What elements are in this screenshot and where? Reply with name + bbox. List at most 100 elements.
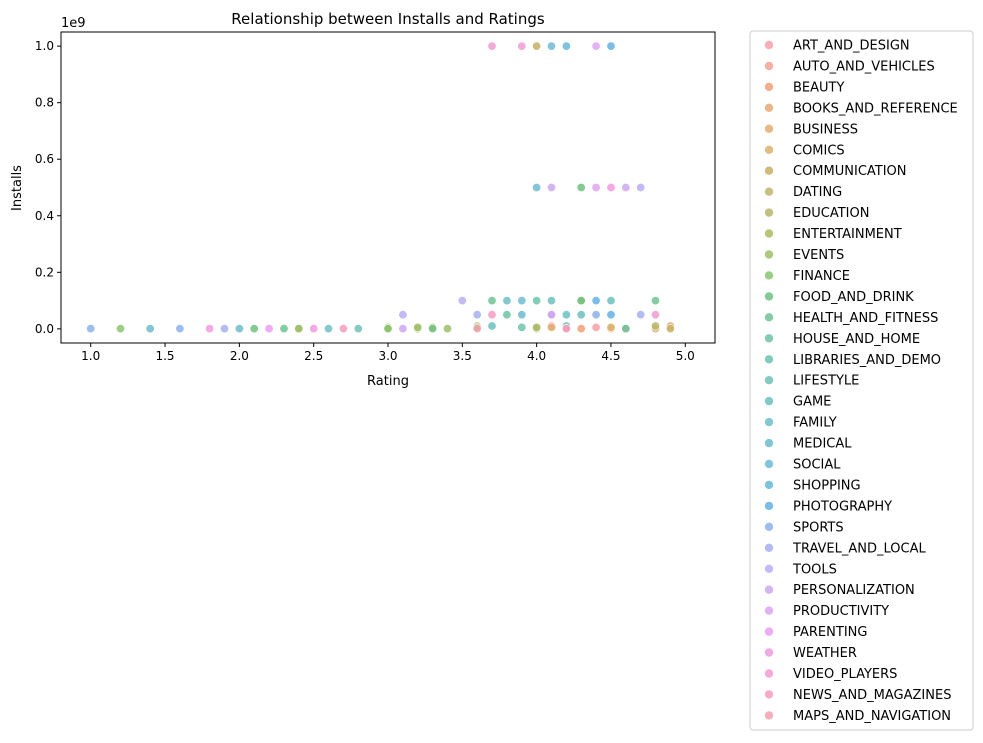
legend-entry-label: HEALTH_AND_FITNESS (793, 311, 938, 326)
data-point-sports-1 (175, 324, 185, 334)
legend-marker (764, 480, 774, 490)
legend-marker (764, 82, 774, 92)
data-point-finance-0 (116, 324, 126, 334)
chart-title: Relationship between Installs and Rating… (231, 10, 545, 28)
data-point-video-players-1 (487, 41, 497, 51)
data-point-social-2 (517, 296, 527, 306)
legend-entry-label: PARENTING (793, 625, 867, 640)
legend-marker (764, 271, 774, 280)
legend-marker (764, 690, 774, 699)
x-axis-label: Rating (367, 374, 409, 389)
legend-entry-label: PHOTOGRAPHY (793, 499, 892, 514)
data-point-news-and-magazines-0 (487, 310, 497, 320)
legend-entry-label: HOUSE_AND_HOME (793, 332, 920, 347)
data-point-sports-2 (86, 324, 96, 334)
legend-entry-label: TOOLS (792, 562, 837, 577)
data-point-weather-2 (309, 324, 319, 334)
data-point-medical-0 (517, 310, 527, 320)
data-point-finance-1 (383, 324, 393, 334)
data-point-lifestyle-0 (353, 324, 363, 334)
legend-marker (764, 40, 774, 50)
legend-marker (764, 501, 774, 511)
y-axis-offset-text: 1e9 (61, 16, 86, 31)
legend-entry-label: COMMUNICATION (793, 164, 907, 179)
legend-entry-label: ENTERTAINMENT (793, 227, 902, 242)
data-point-game-2 (576, 310, 586, 320)
data-point-photography-0 (606, 41, 616, 51)
data-point-photography-1 (591, 296, 601, 306)
legend-marker (764, 355, 774, 364)
data-point-health-and-fitness-0 (487, 296, 497, 306)
legend-entry-label: BUSINESS (793, 122, 858, 137)
legend-entry-label: SHOPPING (793, 478, 861, 493)
data-point-entertainment-2 (532, 322, 542, 332)
legend-entry-label: BOOKS_AND_REFERENCE (793, 101, 958, 116)
legend-entry-label: FOOD_AND_DRINK (793, 290, 914, 305)
legend-marker (764, 124, 774, 133)
data-point-news-and-magazines-1 (338, 324, 348, 334)
data-point-game-0 (487, 321, 497, 331)
data-point-parenting-0 (264, 324, 274, 334)
x-tick-label: 2.5 (304, 349, 323, 363)
legend-marker (764, 564, 774, 573)
data-point-weather-0 (606, 183, 616, 193)
legend-entry-label: LIFESTYLE (793, 374, 859, 389)
data-point-comics-0 (606, 322, 616, 332)
data-point-events-0 (294, 324, 304, 334)
legend-entry-label: NEWS_AND_MAGAZINES (793, 688, 951, 703)
legend-entry-label: COMICS (793, 143, 845, 158)
legend-marker (764, 166, 774, 175)
legend-marker (764, 229, 774, 238)
legend-marker (764, 313, 774, 322)
scatter-points (86, 41, 675, 334)
data-point-education-2 (650, 321, 660, 331)
data-point-shopping-0 (561, 41, 571, 51)
data-point-medical-1 (145, 324, 155, 334)
x-tick-label: 4.0 (527, 349, 546, 363)
legend-entry-label: WEATHER (793, 646, 857, 661)
x-axis: 1.0 1.5 2.0 2.5 3.0 3.5 4.0 4.5 5.0 (81, 343, 695, 363)
legend-marker (764, 396, 774, 406)
data-point-health-and-fitness-2 (279, 324, 289, 334)
x-tick-label: 4.5 (601, 349, 620, 363)
data-point-communication-2 (665, 324, 675, 334)
x-tick-label: 1.0 (81, 349, 100, 363)
data-point-communication-0 (532, 41, 542, 51)
data-point-libraries-and-demo-1 (517, 322, 527, 332)
x-tick-label: 3.0 (378, 349, 397, 363)
legend-marker (764, 145, 774, 154)
data-point-beauty-0 (576, 324, 586, 334)
data-point-travel-and-local-2 (220, 324, 230, 334)
legend-marker (764, 669, 774, 678)
data-point-events-2 (442, 324, 452, 334)
legend-entry-label: EVENTS (793, 248, 844, 263)
x-tick-label: 5.0 (676, 349, 695, 363)
legend-entry-label: FINANCE (793, 269, 850, 284)
legend-marker (764, 459, 774, 469)
data-point-food-and-drink-0 (576, 183, 586, 193)
data-point-food-and-drink-1 (576, 296, 586, 306)
data-point-food-and-drink-2 (249, 324, 259, 334)
data-point-libraries-and-demo-0 (532, 296, 542, 306)
data-point-art-and-design-1 (591, 322, 601, 332)
x-tick-label: 2.0 (230, 349, 249, 363)
data-point-food-and-drink-3 (428, 324, 438, 334)
legend-marker (764, 438, 774, 448)
data-point-weather-1 (205, 324, 215, 334)
data-point-game-1 (546, 296, 556, 306)
data-point-tools-2 (398, 310, 408, 320)
data-point-productivity-1 (591, 183, 601, 193)
legend-entry-label: AUTO_AND_VEHICLES (793, 60, 935, 75)
data-point-family-0 (502, 296, 512, 306)
y-tick-label: 0.8 (35, 96, 54, 110)
y-tick-label: 0.0 (35, 322, 54, 336)
legend: ART_AND_DESIGN AUTO_AND_VEHICLES BEAUTY BOO… (749, 30, 974, 731)
legend-frame (749, 30, 974, 731)
legend-entry-label: GAME (793, 395, 831, 410)
legend-marker (764, 627, 774, 636)
data-point-tools-0 (636, 183, 646, 193)
legend-marker (764, 711, 774, 720)
legend-entry-label: MAPS_AND_NAVIGATION (793, 709, 951, 724)
data-point-events-1 (413, 322, 423, 332)
